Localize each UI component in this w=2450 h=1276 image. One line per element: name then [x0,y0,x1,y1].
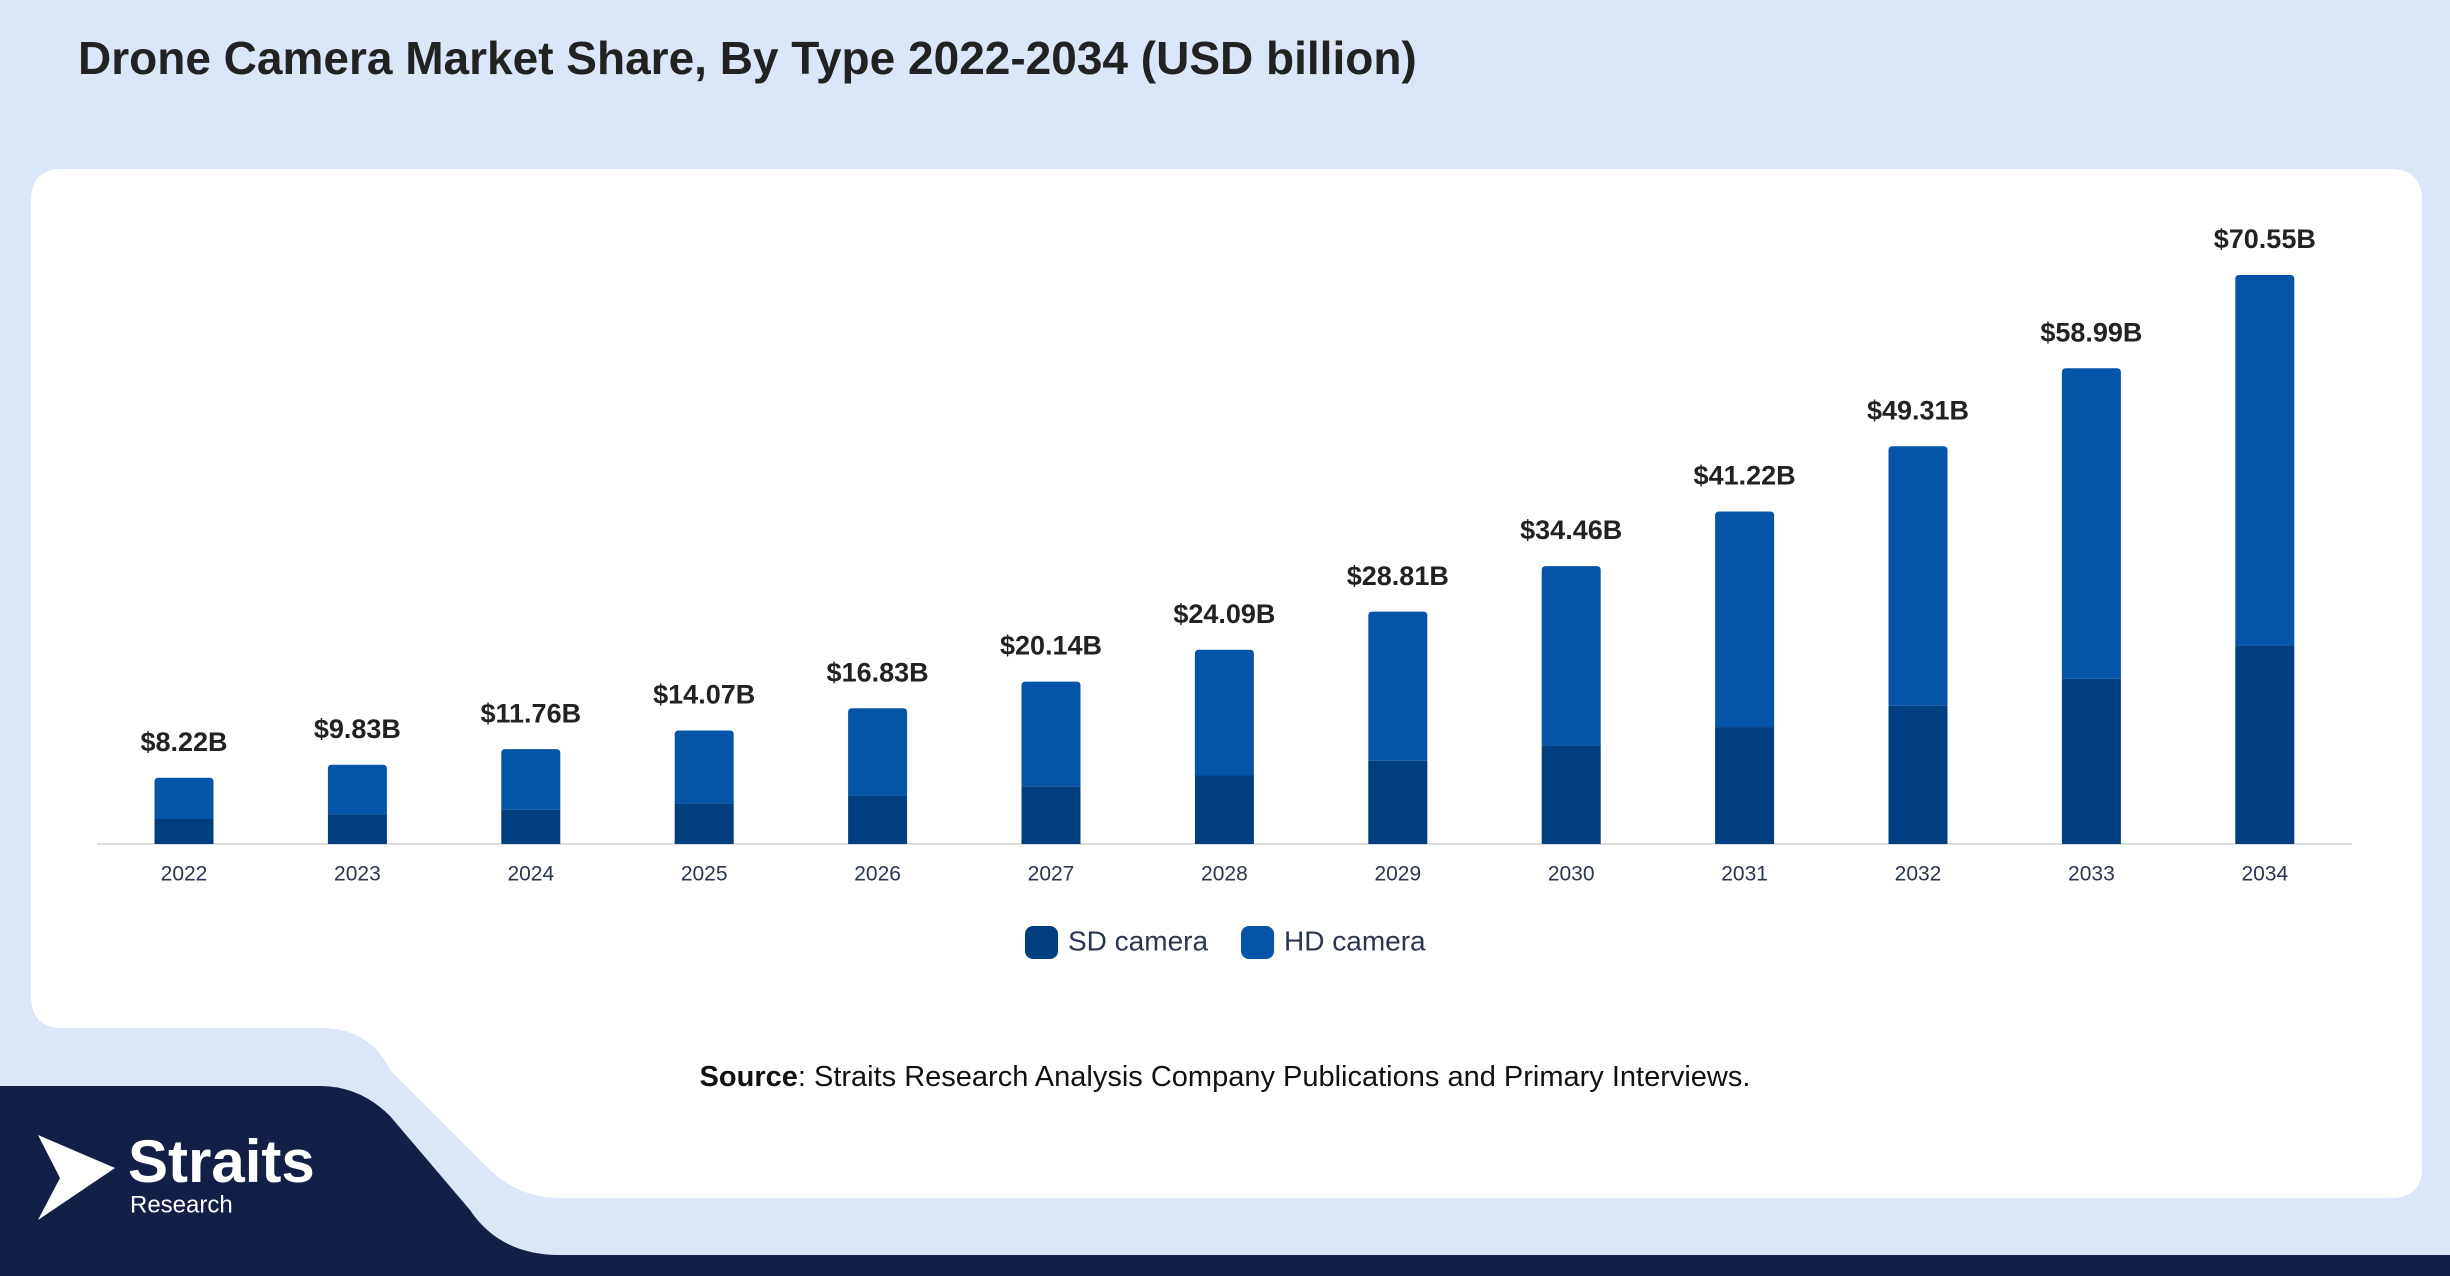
total-label: $24.09B [1173,599,1275,629]
legend-label: HD camera [1284,925,1426,956]
total-label: $41.22B [1694,461,1796,491]
legend-swatch [1025,926,1058,959]
logo-mark [38,1135,115,1220]
x-tick-label: 2028 [1201,863,1248,886]
bar-segment [1541,745,1601,844]
bar-segment [2235,645,2295,844]
bar-segment [1541,566,1601,746]
total-label: $49.31B [1867,395,1969,425]
x-tick-label: 2024 [507,863,554,886]
bar-segment [2061,678,2121,844]
total-label: $34.46B [1520,515,1622,545]
x-tick-label: 2031 [1721,863,1768,886]
bar-segment [1194,649,1254,776]
bar-segment [848,708,908,796]
logo-sub: Research [130,1191,233,1218]
total-label: $58.99B [2040,317,2142,347]
legend-label: SD camera [1068,925,1208,956]
source-label: Source [700,1061,798,1093]
x-tick-label: 2027 [1028,863,1075,886]
bar-segment [154,818,214,844]
total-label: $9.83B [314,714,401,744]
bar-segment [1021,786,1081,844]
bar-segment [501,809,561,844]
bar-segment [2061,368,2121,679]
x-tick-label: 2034 [2241,863,2288,886]
bar-segment [674,803,734,844]
x-tick-label: 2033 [2068,863,2115,886]
chart-title: Drone Camera Market Share, By Type 2022-… [78,32,1417,84]
source: Source: Straits Research Analysis Compan… [700,1061,1751,1093]
bar-segment [674,730,734,804]
bar-segment [2235,275,2295,646]
bar-segment [1368,611,1428,761]
bar-segment [327,814,387,844]
bar-segment [1368,760,1428,844]
total-label: $14.07B [653,680,755,710]
x-tick-label: 2025 [681,863,728,886]
x-tick-label: 2023 [334,863,381,886]
x-tick-label: 2026 [854,863,901,886]
total-label: $28.81B [1347,561,1449,591]
total-label: $16.83B [827,657,929,687]
bar-segment [1888,705,1948,844]
x-tick-label: 2022 [161,863,208,886]
legend-swatch [1241,926,1275,959]
logo-name: Straits [128,1128,315,1195]
source-text: : Straits Research Analysis Company Publ… [798,1061,1751,1093]
x-tick-label: 2032 [1895,863,1942,886]
bar-segment [154,777,214,819]
bar-segment [1888,446,1948,706]
bar-segment [501,749,561,810]
bar-segment [327,764,387,815]
total-label: $11.76B [481,698,582,728]
bar-segment [1715,727,1775,844]
x-tick-label: 2029 [1374,863,1421,886]
bar-segment [1194,775,1254,844]
total-label: $20.14B [1000,631,1102,661]
bar-segment [1715,511,1775,728]
bar-segment [848,795,908,844]
total-label: $70.55B [2214,224,2316,254]
x-tick-label: 2030 [1548,863,1595,886]
bar-segment [1021,681,1081,787]
total-label: $8.22B [140,727,227,757]
footer-band [0,1086,2450,1276]
